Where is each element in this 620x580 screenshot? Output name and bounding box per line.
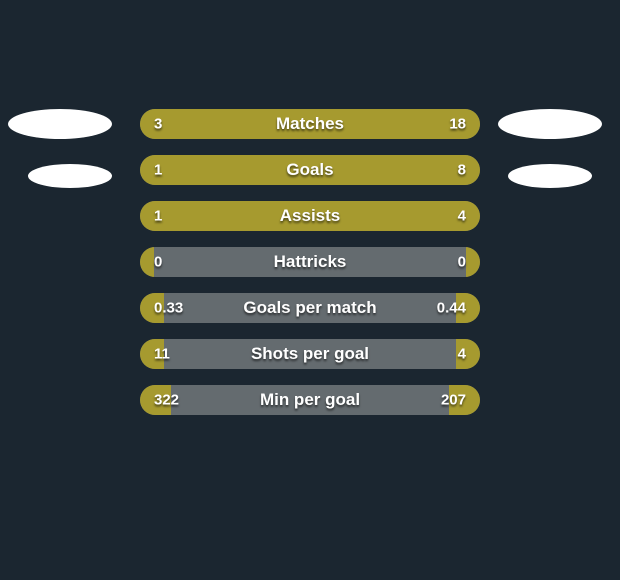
stat-label: Hattricks [274, 252, 347, 272]
stat-value-right: 207 [441, 392, 466, 409]
team-logo-left [8, 109, 112, 139]
stat-value-right: 0 [458, 254, 466, 271]
stat-fill-left [140, 247, 154, 277]
stat-value-left: 322 [154, 392, 179, 409]
stat-row: 0 0 Hattricks [140, 247, 480, 277]
stat-row: 11 4 Shots per goal [140, 339, 480, 369]
stat-row: 3 18 Matches [140, 109, 480, 139]
stat-label: Matches [276, 114, 344, 134]
stat-rows: 318Matches18Goals14Assists00Hattricks0.3… [140, 109, 480, 415]
stat-label: Shots per goal [251, 344, 369, 364]
stat-label: Goals per match [243, 298, 376, 318]
stat-fill-left [140, 201, 215, 231]
stat-value-left: 3 [154, 116, 162, 133]
stat-row: 1 8 Goals [140, 155, 480, 185]
stat-value-left: 0 [154, 254, 162, 271]
stat-label: Assists [280, 206, 340, 226]
stat-value-right: 18 [449, 116, 466, 133]
stat-row: 1 4 Assists [140, 201, 480, 231]
stat-fill-right [188, 155, 480, 185]
stat-value-right: 8 [458, 162, 466, 179]
stat-fill-right [215, 201, 480, 231]
team-logo-left-2 [28, 164, 112, 188]
stat-label: Goals [286, 160, 333, 180]
stat-value-right: 4 [458, 346, 466, 363]
stat-fill-left [140, 155, 188, 185]
stat-value-right: 0.44 [437, 300, 466, 317]
stat-label: Min per goal [260, 390, 360, 410]
stat-value-left: 11 [154, 346, 170, 363]
stat-fill-left [140, 109, 201, 139]
comparison-stage: 318Matches18Goals14Assists00Hattricks0.3… [0, 109, 620, 415]
stat-value-left: 1 [154, 162, 162, 179]
stat-row: 0.33 0.44 Goals per match [140, 293, 480, 323]
stat-value-left: 0.33 [154, 300, 183, 317]
stat-fill-right [466, 247, 480, 277]
stat-value-right: 4 [458, 208, 466, 225]
stat-row: 322 207 Min per goal [140, 385, 480, 415]
stat-value-left: 1 [154, 208, 162, 225]
team-logo-right-2 [508, 164, 592, 188]
team-logo-right [498, 109, 602, 139]
